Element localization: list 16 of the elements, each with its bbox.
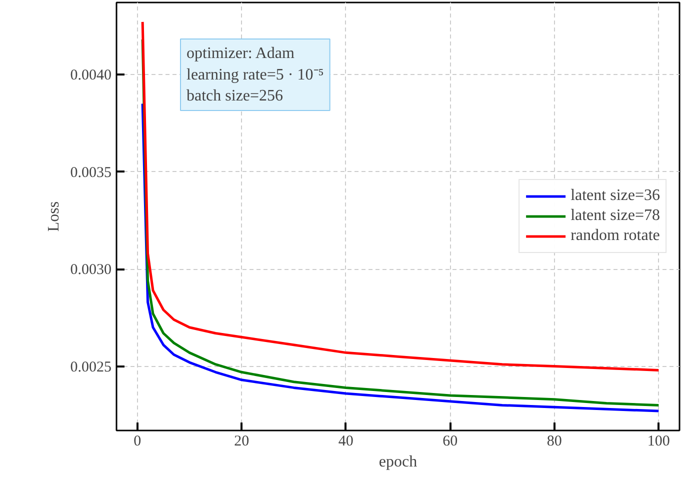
x-tick-label: 40 bbox=[338, 434, 354, 450]
legend-label: latent size=36 bbox=[570, 187, 660, 205]
y-tick-label: 0.0030 bbox=[70, 262, 112, 278]
x-tick-label: 80 bbox=[546, 434, 562, 450]
x-tick-label: 100 bbox=[647, 434, 670, 450]
legend-label: latent size=78 bbox=[570, 207, 660, 225]
x-axis-title: epoch bbox=[378, 454, 418, 470]
x-tick-label: 60 bbox=[442, 434, 458, 450]
y-tick-label: 0.0025 bbox=[70, 359, 112, 376]
annotation: optimizer: Adam learning rate=5 · 10⁻⁵ batch size=256 bbox=[186, 45, 324, 104]
y-axis-title: Loss bbox=[45, 201, 62, 232]
legend-label: random rotate bbox=[570, 227, 660, 245]
y-tick-label: 0.0035 bbox=[70, 164, 112, 181]
x-tick-label: 20 bbox=[234, 434, 250, 450]
x-tick-label: 0 bbox=[134, 434, 142, 450]
y-tick-label: 0.0040 bbox=[70, 67, 112, 84]
